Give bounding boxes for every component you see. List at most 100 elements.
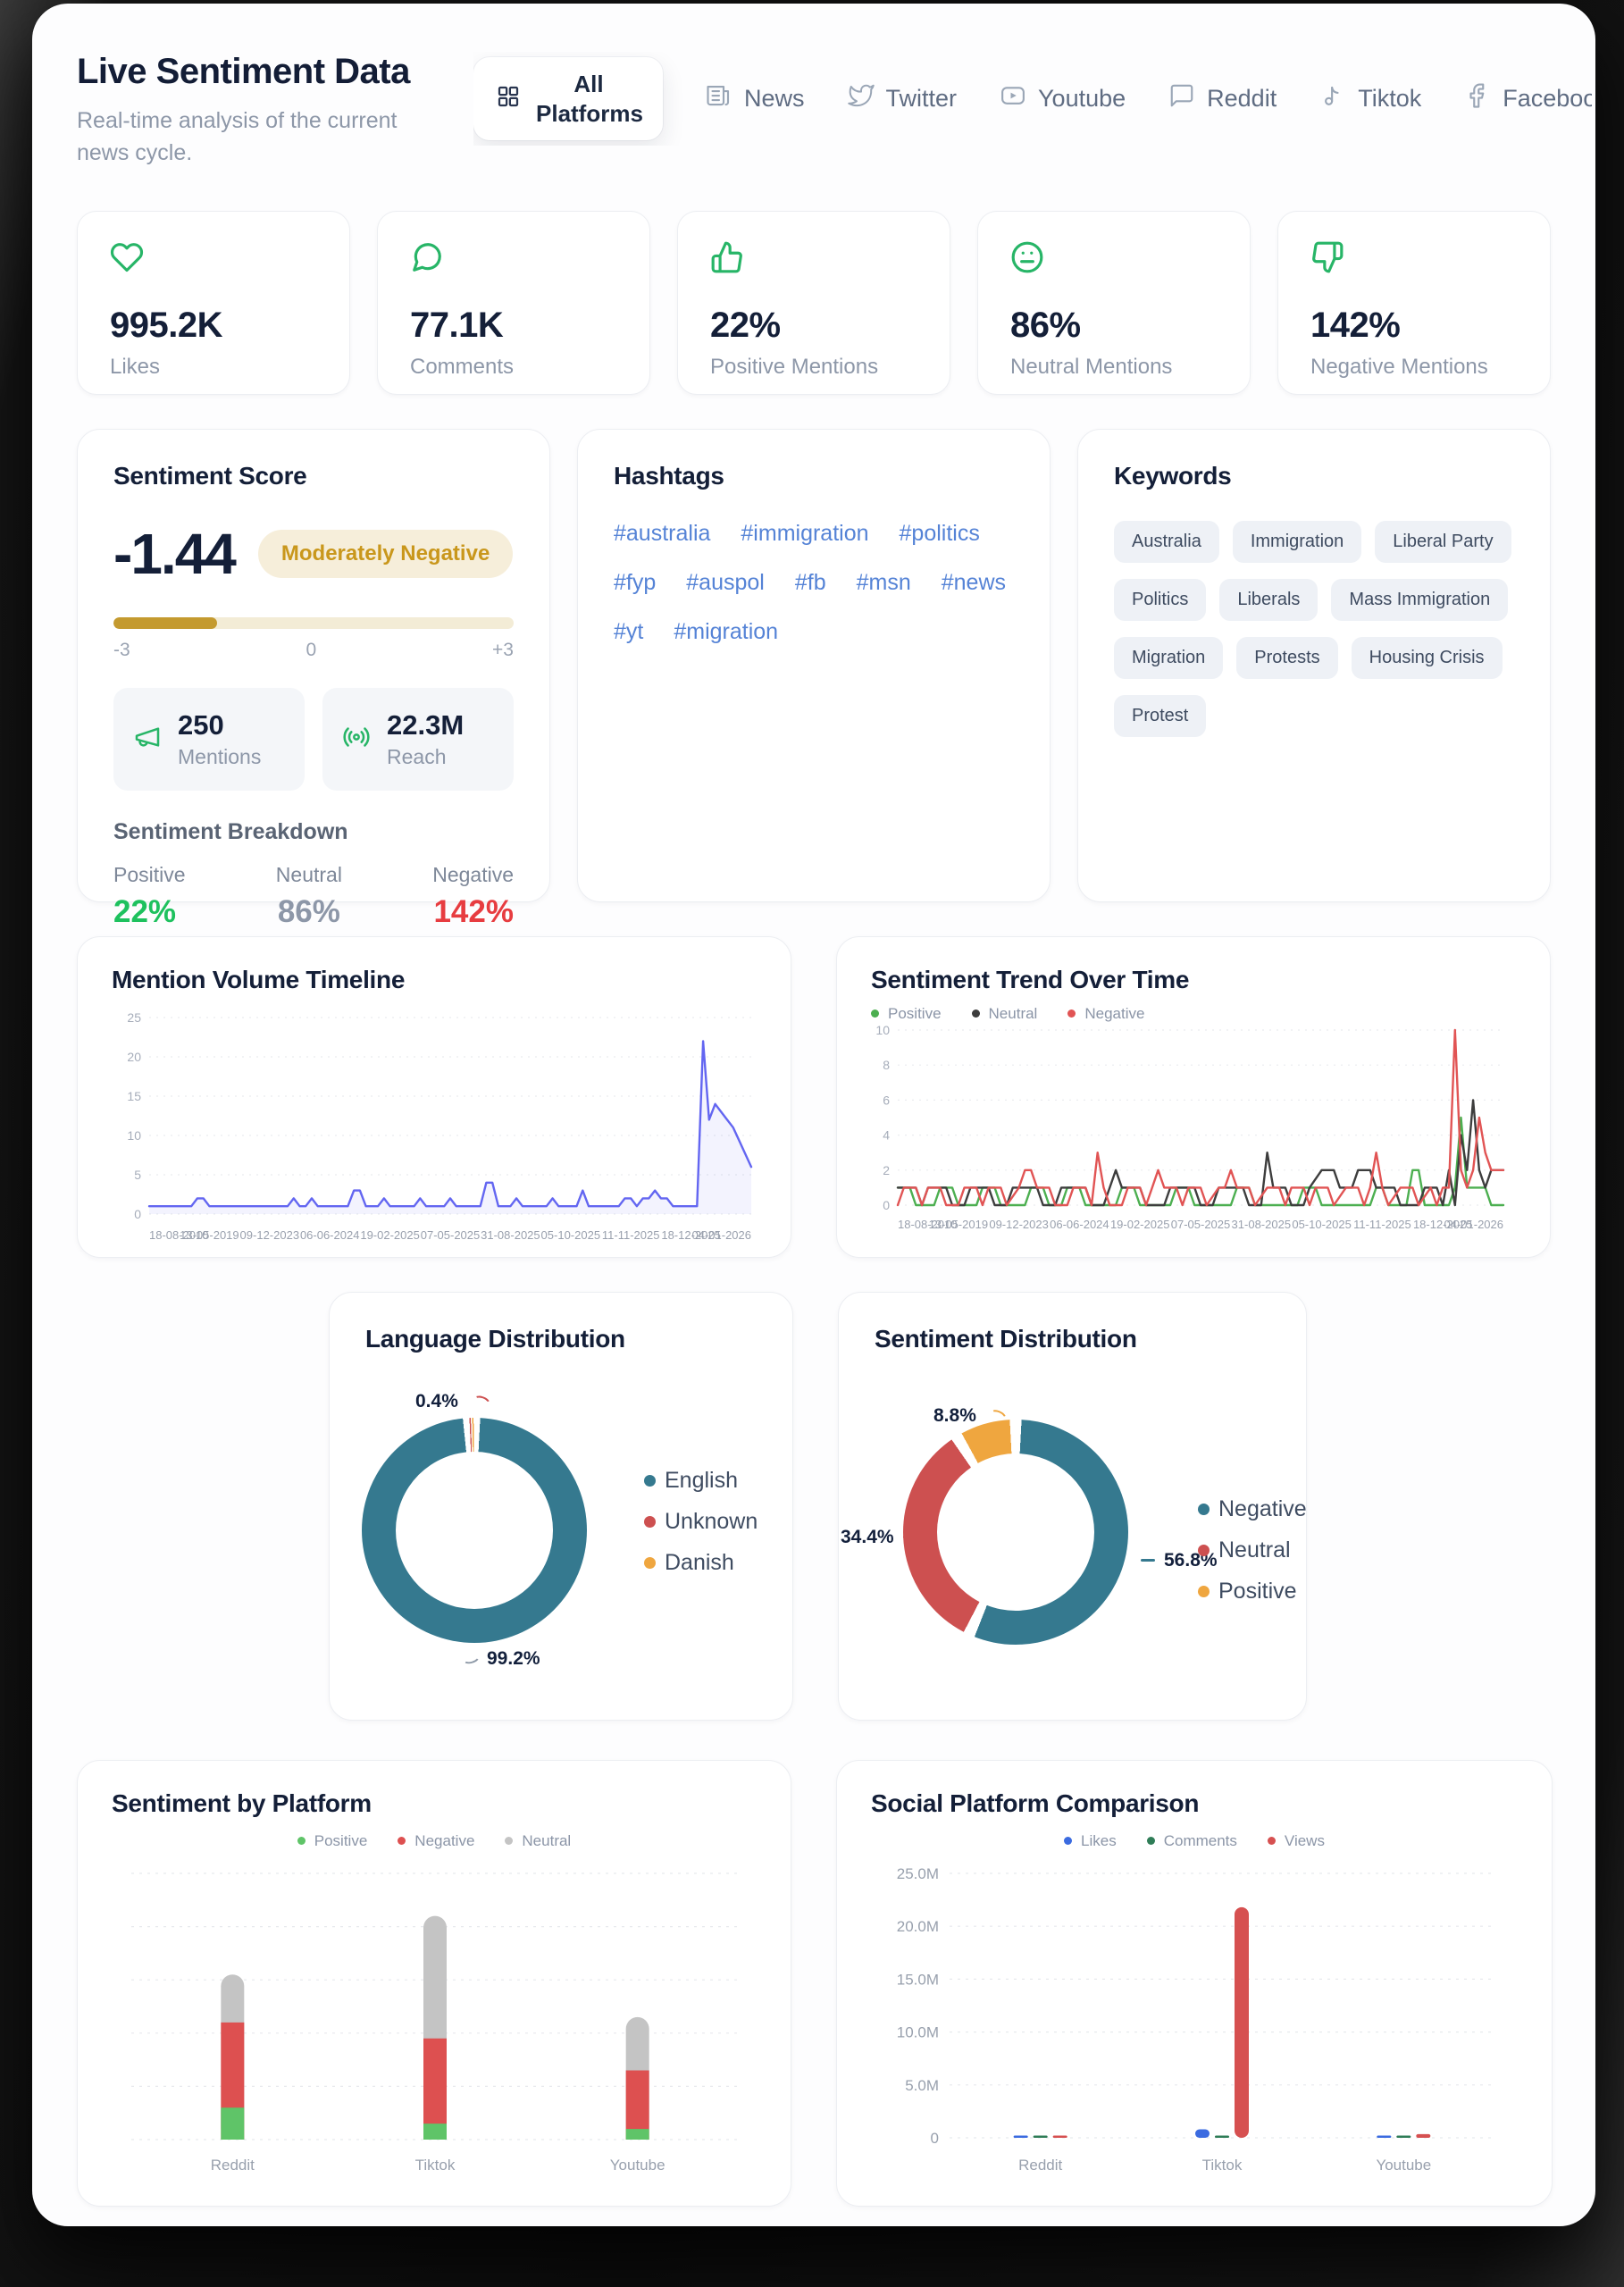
tab-facebook[interactable]: Facebook — [1464, 82, 1592, 115]
hashtag-link[interactable]: #fyp — [614, 569, 657, 595]
svg-text:0: 0 — [134, 1207, 141, 1221]
svg-text:05-10-2025: 05-10-2025 — [541, 1228, 601, 1242]
chart-title: Mention Volume Timeline — [112, 965, 406, 993]
megaphone-icon — [133, 723, 162, 756]
legend-item: Negative — [398, 1832, 474, 1850]
grid-icon — [495, 83, 522, 114]
breakdown-value-positive: 22% — [113, 893, 177, 929]
summary-row: Sentiment Score -1.44 Moderately Negativ… — [77, 428, 1551, 929]
tab-youtube[interactable]: Youtube — [1000, 82, 1126, 115]
keyword-chip[interactable]: Housing Crisis — [1351, 636, 1503, 679]
tab-label: Youtube — [1038, 85, 1126, 112]
stat-card-likes: 995.2K Likes — [77, 210, 350, 395]
stat-value: 22% — [710, 305, 781, 345]
tab-all-platforms[interactable]: All Platforms — [473, 57, 663, 140]
donut-callout-positive: 8.8% — [933, 1404, 976, 1426]
keyword-chip[interactable]: Mass Immigration — [1331, 578, 1509, 621]
stat-value: 142% — [1310, 305, 1401, 345]
sentiment-trend-card: Sentiment Trend Over Time Positive Neutra… — [836, 935, 1551, 1258]
svg-text:31-08-2025: 31-08-2025 — [481, 1228, 540, 1242]
hashtag-link[interactable]: #australia — [614, 520, 711, 546]
mentions-box: 250 Mentions — [113, 687, 305, 791]
stat-value: 86% — [1010, 305, 1081, 345]
hashtags-card: Hashtags #australia #immigration #politics… — [577, 428, 1051, 902]
header: Live Sentiment Data Real-time analysis o… — [77, 52, 1592, 170]
card-title: Keywords — [1114, 461, 1232, 490]
hashtag-link[interactable]: #auspol — [686, 569, 765, 595]
sentiment-donut-chart — [903, 1419, 1128, 1645]
svg-text:18-12-2025: 18-12-2025 — [661, 1228, 721, 1242]
tab-label: Facebook — [1503, 85, 1592, 112]
sentiment-score-card: Sentiment Score -1.44 Moderately Negativ… — [77, 428, 550, 929]
hashtag-link[interactable]: #politics — [899, 520, 980, 546]
keyword-chip[interactable]: Migration — [1114, 636, 1224, 679]
chart-title: Social Platform Comparison — [871, 1789, 1200, 1817]
stat-label: Likes — [110, 354, 161, 379]
svg-text:07-05-2025: 07-05-2025 — [1171, 1218, 1231, 1231]
hashtag-link[interactable]: #news — [941, 569, 1007, 595]
svg-text:0: 0 — [931, 2130, 939, 2147]
svg-text:04-01-2026: 04-01-2026 — [692, 1228, 752, 1242]
language-legend: English Unknown Danish — [644, 1468, 758, 1576]
legend-item: Neutral — [971, 1005, 1037, 1023]
sentiment-distribution-card: Sentiment Distribution 8.8% 34.4% 56.8% … — [838, 1291, 1307, 1721]
broadcast-icon — [342, 723, 371, 756]
stat-label: Comments — [410, 354, 515, 379]
tab-twitter[interactable]: Twitter — [847, 82, 957, 115]
tab-reddit[interactable]: Reddit — [1168, 82, 1277, 115]
breakdown-label-positive: Positive — [113, 862, 186, 886]
page-title: Live Sentiment Data — [77, 52, 410, 91]
svg-text:18-12-2025: 18-12-2025 — [1413, 1218, 1473, 1231]
breakdown-label-neutral: Neutral — [275, 862, 342, 886]
svg-text:Tiktok: Tiktok — [1202, 2157, 1243, 2174]
legend-item: Neutral — [1198, 1537, 1307, 1563]
tab-label: All Platforms — [536, 71, 643, 127]
legend-item: Positive — [1198, 1579, 1307, 1604]
donut-hole — [937, 1453, 1094, 1611]
hashtag-link[interactable]: #yt — [614, 618, 644, 644]
svg-text:06-06-2024: 06-06-2024 — [1050, 1218, 1109, 1231]
tab-tiktok[interactable]: Tiktok — [1319, 82, 1421, 115]
svg-text:31-08-2025: 31-08-2025 — [1232, 1218, 1292, 1231]
keyword-chip[interactable]: Immigration — [1232, 520, 1362, 563]
keyword-chip[interactable]: Protests — [1236, 636, 1338, 679]
chart-title: Sentiment Trend Over Time — [871, 965, 1190, 993]
platform-legend: Positive Negative Neutral — [112, 1832, 757, 1850]
twitter-bird-icon — [847, 82, 875, 115]
platform-tabs: All Platforms News Twitter Youtube Reddi… — [473, 52, 1592, 146]
scale-min: -3 — [113, 639, 130, 660]
reach-value: 22.3M — [387, 708, 465, 741]
sentiment-by-platform-chart: Reddit Tiktok Youtube — [112, 1850, 757, 2183]
social-comparison-chart: 0 5.0M 10.0M 15.0M 20.0M 25.0M Reddit Tiktok You… — [871, 1850, 1518, 2183]
chart-title: Language Distribution — [365, 1324, 625, 1353]
breakdown-label-negative: Negative — [432, 862, 514, 886]
keyword-chip[interactable]: Protest — [1114, 694, 1207, 737]
donut-hole — [396, 1451, 553, 1609]
svg-text:Reddit: Reddit — [211, 2157, 255, 2174]
tab-news[interactable]: News — [706, 82, 805, 115]
legend-item: English — [644, 1468, 758, 1494]
keyword-chip[interactable]: Australia — [1114, 520, 1219, 563]
svg-text:8: 8 — [883, 1058, 890, 1072]
legend-item: Comments — [1146, 1832, 1237, 1850]
trend-legend: Positive Neutral Negative — [871, 1005, 1516, 1023]
thumbs-down-icon — [1310, 241, 1344, 278]
keyword-chip[interactable]: Liberal Party — [1375, 520, 1511, 563]
keyword-chip[interactable]: Liberals — [1219, 578, 1318, 621]
svg-text:19-02-2025: 19-02-2025 — [360, 1228, 420, 1242]
meh-face-icon — [1010, 241, 1044, 278]
tab-label: News — [744, 85, 805, 112]
reach-box: 22.3M Reach — [322, 687, 514, 791]
card-title: Hashtags — [614, 461, 724, 490]
header-title-block: Live Sentiment Data Real-time analysis o… — [77, 52, 434, 170]
page-subtitle: Real-time analysis of the current news c… — [77, 108, 398, 166]
svg-text:19-02-2025: 19-02-2025 — [1110, 1218, 1170, 1231]
svg-text:09-12-2023: 09-12-2023 — [240, 1228, 300, 1242]
hashtag-link[interactable]: #fb — [794, 569, 826, 595]
sentiment-by-platform-card: Sentiment by Platform Positive Negative Ne… — [77, 1759, 791, 2207]
hashtag-link[interactable]: #msn — [856, 569, 911, 595]
svg-text:09-12-2023: 09-12-2023 — [989, 1218, 1049, 1231]
hashtag-link[interactable]: #migration — [674, 618, 779, 644]
keyword-chip[interactable]: Politics — [1114, 578, 1207, 621]
hashtag-link[interactable]: #immigration — [741, 520, 869, 546]
